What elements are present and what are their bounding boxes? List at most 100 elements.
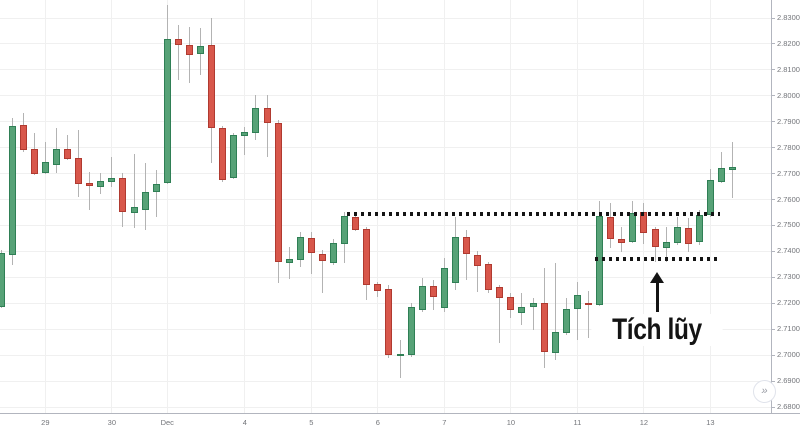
candle-wick [554, 263, 556, 361]
price-axis-tick [772, 147, 775, 149]
date-gridline [510, 0, 512, 413]
candle-up [8, 126, 16, 256]
candle-wick [477, 251, 479, 293]
price-gridline [0, 380, 771, 382]
price-axis-label: 2.78000 [777, 142, 800, 152]
candle-up [296, 237, 304, 260]
price-axis-label: 2.80000 [777, 90, 800, 100]
candle-up [52, 148, 60, 166]
candle-wick [721, 152, 723, 183]
price-axis-label: 2.77000 [777, 168, 800, 178]
price-gridline [0, 224, 771, 226]
price-axis-tick [772, 95, 775, 97]
price-gridline [0, 406, 771, 408]
candle-down [385, 289, 393, 356]
chart-plot-area[interactable] [0, 0, 771, 413]
price-gridline [0, 69, 771, 71]
time-axis-label: Dec [160, 418, 174, 427]
candle-wick [399, 340, 401, 379]
candle-wick [44, 141, 46, 175]
candle-down [185, 44, 193, 56]
candle-up [673, 227, 681, 244]
price-axis-tick [772, 173, 775, 175]
scale-collapse-button[interactable]: » [753, 380, 776, 403]
price-axis-tick [772, 121, 775, 123]
candle-up [551, 332, 559, 354]
price-gridline [0, 121, 771, 123]
time-axis-label: 11 [573, 418, 582, 427]
candle-down [507, 297, 515, 310]
date-gridline [44, 0, 46, 413]
price-axis-tick [772, 224, 775, 226]
price-axis-label: 2.73000 [777, 272, 800, 282]
price-axis-tick [772, 250, 775, 252]
time-axis-label: 10 [506, 418, 516, 427]
candle-down [363, 229, 371, 286]
price-gridline [0, 173, 771, 175]
price-axis-label: 2.72000 [777, 298, 800, 308]
candle-up [108, 178, 116, 183]
price-axis-tick [772, 69, 775, 71]
time-axis-label: 5 [309, 418, 314, 427]
candle-up [440, 267, 448, 309]
candle-up [130, 207, 138, 213]
price-gridline [0, 199, 771, 201]
candle-wick [732, 141, 734, 198]
date-gridline [244, 0, 246, 413]
price-axis-label: 2.83000 [777, 13, 800, 22]
price-axis-label: 2.79000 [777, 116, 800, 126]
price-axis[interactable]: 2.83000 2.82000 2.81000 2.80000 2.79000 2.780… [771, 0, 800, 413]
candle-wick [177, 25, 179, 80]
price-axis-tick [772, 354, 775, 356]
price-gridline [0, 147, 771, 149]
time-axis-label: 29 [41, 418, 50, 427]
candle-down [263, 107, 271, 124]
price-axis-label: 2.71000 [777, 324, 800, 334]
candle-up [141, 192, 149, 211]
candle-up [407, 307, 415, 356]
candle-down [463, 237, 471, 254]
price-gridline [0, 17, 771, 19]
candle-up [197, 46, 205, 55]
candle-up [252, 107, 260, 134]
arrow-shaft [655, 281, 659, 313]
price-axis-tick [772, 406, 775, 408]
time-axis-label: 6 [375, 418, 380, 427]
candle-up [529, 303, 537, 308]
price-axis-label: 2.74000 [777, 246, 800, 256]
candle-down [219, 127, 227, 181]
candle-up [241, 132, 249, 136]
date-gridline [377, 0, 379, 413]
candle-down [174, 39, 182, 45]
candle-down [352, 217, 360, 231]
date-gridline [443, 0, 445, 413]
candle-wick [244, 126, 246, 155]
candle-wick [576, 282, 578, 341]
candle-down [540, 303, 548, 352]
candle-wick [67, 134, 68, 161]
price-axis-tick [772, 43, 775, 45]
time-axis-label: 13 [706, 418, 715, 427]
candle-down [607, 217, 615, 239]
candle-down [374, 284, 382, 292]
candle-up [729, 167, 737, 170]
candle-up [41, 161, 49, 174]
candle-down [208, 44, 216, 128]
price-axis-label: 2.76000 [777, 194, 800, 204]
candle-up [451, 237, 459, 284]
candle-wick [266, 95, 268, 157]
candle-down [496, 286, 504, 299]
candle-down [318, 253, 326, 261]
time-axis[interactable]: 29 30 Dec 4 5 6 7 10 11 12 13 [0, 413, 800, 428]
candle-down [64, 148, 71, 160]
candle-up [573, 294, 581, 309]
candle-down [618, 238, 626, 244]
price-axis-label: 2.69000 [777, 376, 800, 386]
candle-down [485, 264, 493, 291]
candle-up [396, 354, 404, 357]
support-dotted-line [595, 257, 719, 262]
candle-wick [499, 285, 501, 344]
date-gridline [166, 0, 168, 413]
candle-up [330, 243, 338, 264]
